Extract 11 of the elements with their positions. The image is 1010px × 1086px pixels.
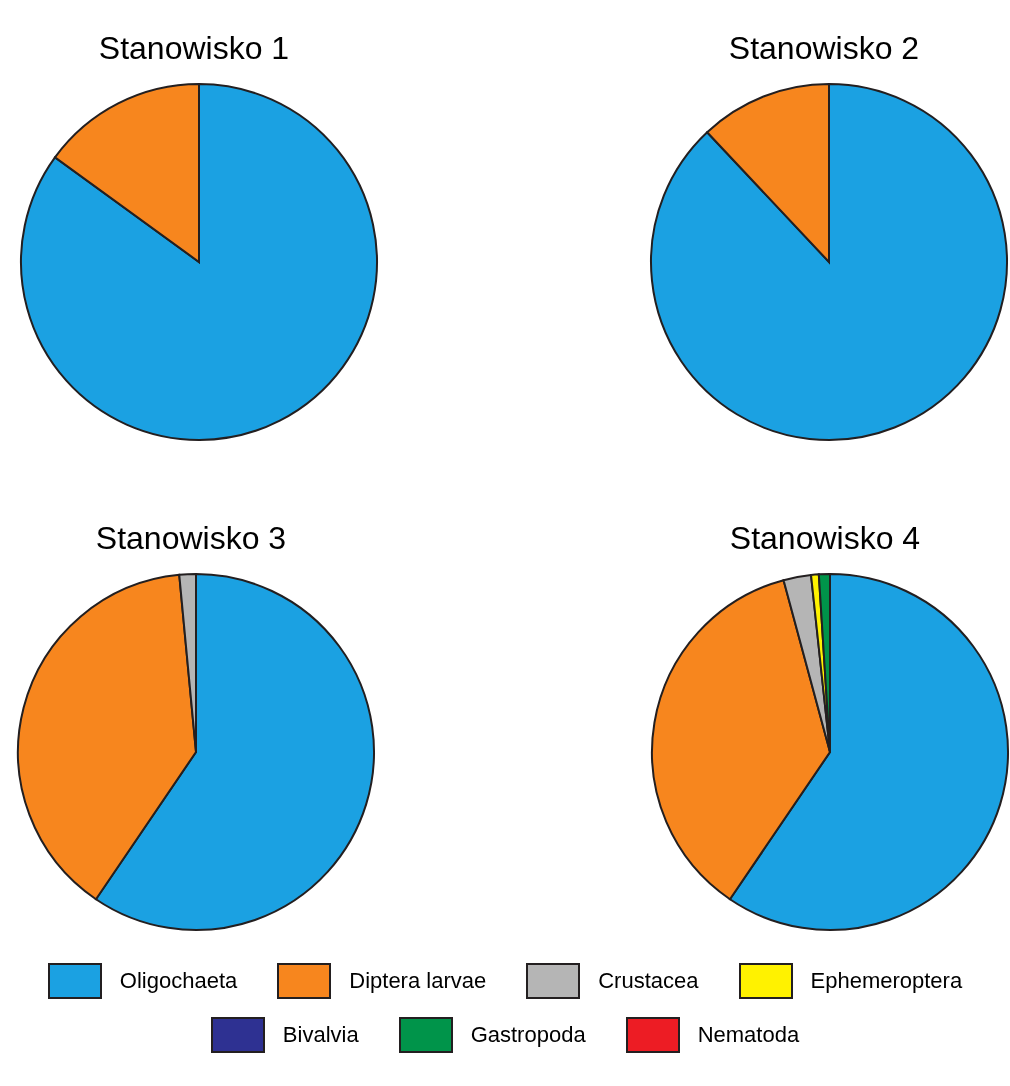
slice-label: Stanowisko 4 (728, 519, 922, 558)
slice-label: Stanowisko 1 (97, 29, 291, 68)
legend-label: Crustacea (598, 968, 699, 994)
legend-label: Oligochaeta (119, 968, 238, 994)
slice-label: Stanowisko 2 (727, 29, 921, 68)
legend-label: Diptera larvae (349, 968, 487, 994)
legend-label: Bivalvia (282, 1022, 359, 1048)
legend-label: Gastropoda (470, 1022, 586, 1048)
legend-label: Nematoda (697, 1022, 800, 1048)
legend-label: Ephemeroptera (810, 968, 963, 994)
slice-label: Stanowisko 3 (94, 519, 288, 558)
